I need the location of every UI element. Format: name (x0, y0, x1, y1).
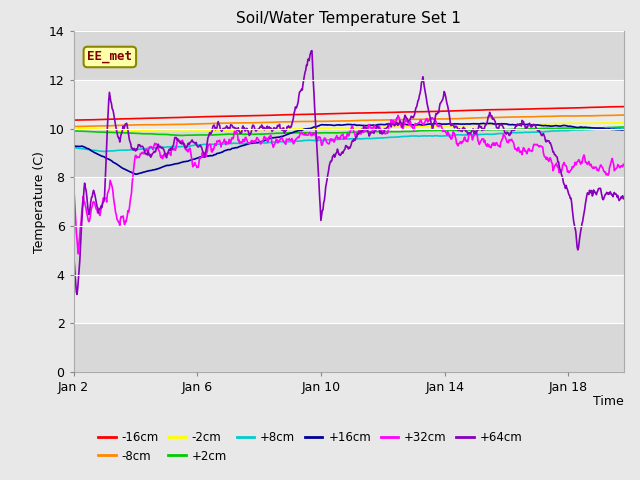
Line: +32cm: +32cm (74, 115, 624, 254)
+8cm (390, 134, 398, 140)
Bar (74, 226, 624, 275)
+32cm (75, 251, 83, 257)
+32cm (70, 180, 77, 186)
-8cm (404, 117, 412, 122)
+16cm (104, 156, 111, 161)
+32cm (422, 117, 429, 123)
-2cm (421, 123, 429, 129)
Line: +2cm: +2cm (74, 127, 624, 135)
Line: -8cm: -8cm (74, 115, 624, 127)
-16cm (389, 109, 397, 115)
-8cm (420, 116, 428, 122)
-8cm (544, 113, 552, 119)
Line: +64cm: +64cm (74, 51, 624, 294)
+64cm (620, 196, 628, 202)
+2cm (390, 129, 398, 135)
-2cm (162, 129, 170, 134)
-16cm (544, 106, 552, 111)
+2cm (620, 124, 628, 130)
+2cm (179, 132, 186, 138)
Y-axis label: Temperature (C): Temperature (C) (33, 151, 46, 252)
+16cm (620, 127, 628, 132)
+16cm (132, 171, 140, 177)
-2cm (488, 122, 495, 128)
+32cm (394, 112, 402, 118)
Line: +16cm: +16cm (74, 123, 624, 174)
+32cm (620, 162, 628, 168)
+2cm (70, 128, 77, 134)
-16cm (420, 109, 428, 115)
Bar (74, 129, 624, 177)
-8cm (389, 117, 397, 123)
-2cm (620, 120, 628, 126)
-8cm (70, 124, 77, 130)
-8cm (620, 112, 628, 118)
+8cm (100, 149, 108, 155)
+16cm (70, 143, 77, 149)
+8cm (600, 126, 608, 132)
-2cm (70, 126, 77, 132)
Text: EE_met: EE_met (88, 50, 132, 63)
+32cm (545, 158, 553, 164)
-2cm (104, 127, 111, 132)
+64cm (422, 91, 429, 97)
-16cm (620, 104, 628, 109)
+64cm (488, 116, 496, 122)
+32cm (405, 122, 413, 128)
+64cm (545, 138, 553, 144)
+32cm (390, 119, 398, 124)
Title: Soil/Water Temperature Set 1: Soil/Water Temperature Set 1 (236, 11, 461, 26)
Bar (74, 324, 624, 372)
Bar (74, 80, 624, 129)
+8cm (488, 132, 495, 137)
+64cm (405, 118, 413, 124)
-2cm (404, 124, 412, 130)
+2cm (421, 128, 429, 133)
+2cm (104, 130, 111, 135)
+2cm (488, 127, 495, 132)
+2cm (545, 125, 552, 131)
+64cm (73, 291, 81, 297)
Legend: -16cm, -8cm, -2cm, +2cm, +8cm, +16cm, +32cm, +64cm: -16cm, -8cm, -2cm, +2cm, +8cm, +16cm, +3… (98, 431, 523, 463)
+2cm (618, 124, 625, 130)
-16cm (404, 109, 412, 115)
-2cm (545, 121, 552, 127)
+8cm (104, 148, 112, 154)
-8cm (487, 115, 495, 120)
+16cm (390, 121, 398, 127)
-16cm (487, 107, 495, 113)
+16cm (545, 123, 553, 129)
+8cm (421, 133, 429, 139)
+64cm (391, 123, 399, 129)
-16cm (70, 117, 77, 123)
+8cm (404, 133, 412, 139)
X-axis label: Time: Time (593, 396, 624, 408)
-2cm (390, 124, 398, 130)
Line: +8cm: +8cm (74, 129, 624, 152)
+8cm (70, 145, 77, 151)
-16cm (104, 116, 111, 122)
+32cm (488, 142, 496, 148)
+32cm (104, 189, 112, 195)
Bar (74, 275, 624, 324)
+16cm (422, 122, 429, 128)
Line: -2cm: -2cm (74, 123, 624, 132)
-8cm (104, 123, 111, 129)
+16cm (405, 121, 413, 127)
+64cm (70, 250, 77, 256)
Line: -16cm: -16cm (74, 107, 624, 120)
Bar (74, 177, 624, 226)
+2cm (404, 129, 412, 134)
+64cm (104, 111, 112, 117)
+64cm (308, 48, 316, 54)
Bar (74, 31, 624, 80)
+8cm (620, 126, 628, 132)
+16cm (393, 120, 401, 126)
+8cm (545, 129, 552, 134)
+16cm (488, 120, 496, 126)
